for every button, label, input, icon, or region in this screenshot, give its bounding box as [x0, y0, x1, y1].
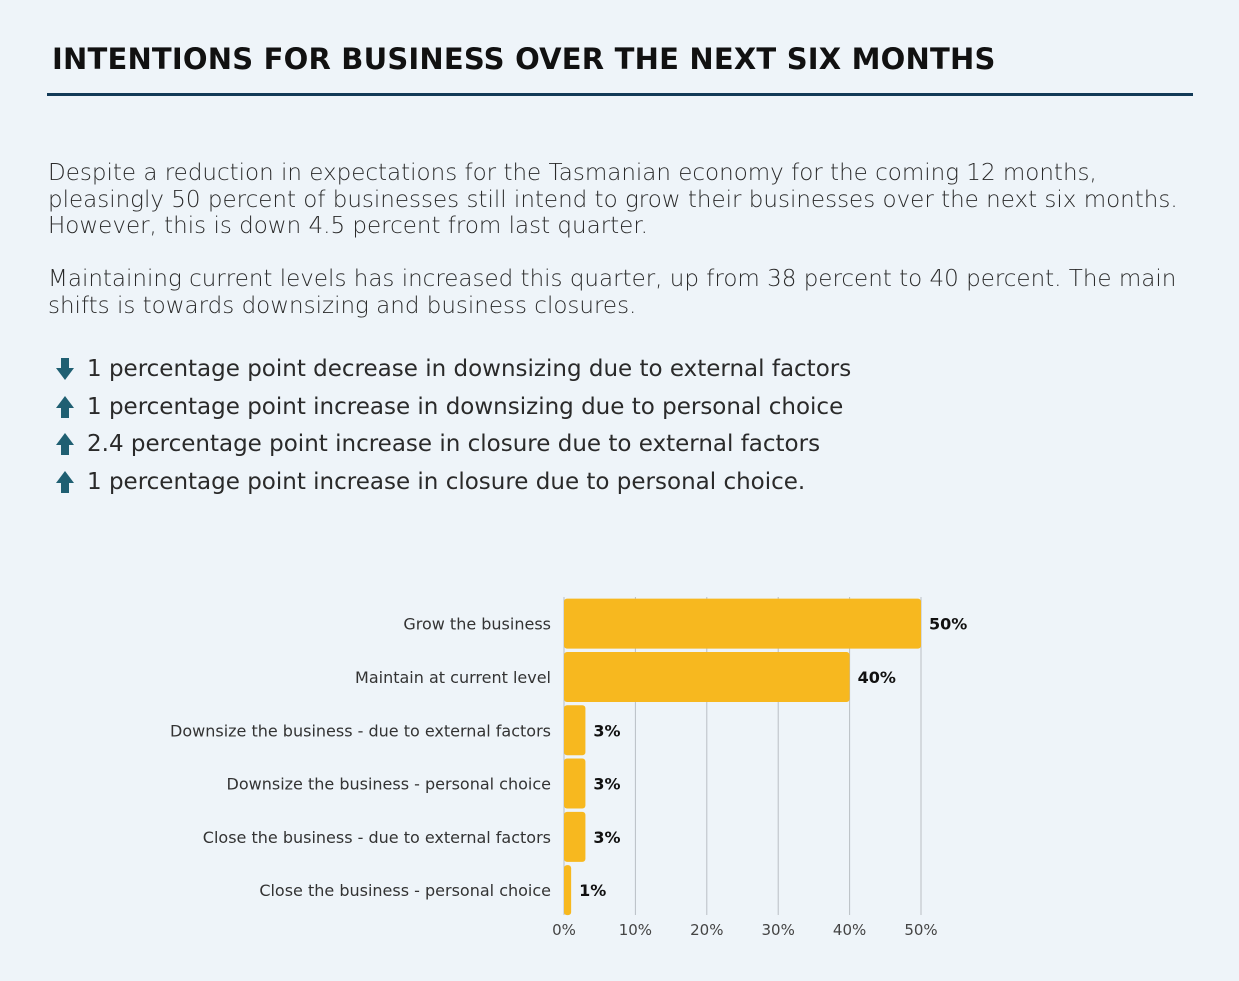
list-item: 1 percentage point increase in closure d… — [52, 463, 851, 501]
data-label: 1% — [579, 881, 606, 900]
x-tick-label: 20% — [690, 921, 723, 939]
x-tick-label: 10% — [619, 921, 652, 939]
data-label: 3% — [593, 721, 620, 740]
category-label: Close the business - personal choice — [259, 881, 551, 900]
data-label: 50% — [929, 615, 967, 634]
list-item-text: 1 percentage point increase in downsizin… — [87, 393, 844, 420]
list-item: 2.4 percentage point increase in closure… — [52, 425, 851, 463]
bar — [564, 598, 921, 649]
data-label: 3% — [593, 775, 620, 794]
x-tick-label: 30% — [762, 921, 795, 939]
arrow-up-icon — [52, 431, 78, 457]
page-title: INTENTIONS FOR BUSINESS OVER THE NEXT SI… — [52, 42, 996, 76]
list-item-text: 1 percentage point decrease in downsizin… — [87, 355, 852, 382]
category-label: Close the business - due to external fac… — [203, 828, 551, 847]
data-label: 40% — [858, 668, 896, 687]
list-item-text: 1 percentage point increase in closure d… — [87, 468, 806, 495]
category-label: Downsize the business - due to external … — [170, 721, 551, 740]
list-item: 1 percentage point decrease in downsizin… — [52, 350, 851, 388]
category-label: Maintain at current level — [355, 668, 551, 687]
change-list: 1 percentage point decrease in downsizin… — [52, 350, 851, 501]
arrow-up-icon — [52, 469, 78, 495]
arrow-up-icon — [52, 394, 78, 420]
maintain-paragraph: Maintaining current levels has increased… — [48, 266, 1177, 319]
arrow-down-icon — [52, 356, 78, 382]
bar — [564, 651, 850, 702]
bar — [564, 758, 586, 809]
bar — [564, 705, 586, 756]
title-divider — [47, 93, 1193, 96]
x-tick-label: 40% — [833, 921, 866, 939]
bar — [564, 811, 586, 862]
list-item-text: 2.4 percentage point increase in closure… — [87, 431, 821, 458]
business-intentions-bar-chart: 0% 10% 20% 30% 40% 50% Grow the business 50% Mai… — [170, 597, 967, 939]
category-label: Downsize the business - personal choice — [227, 775, 551, 794]
bar — [564, 865, 572, 916]
intro-paragraph: Despite a reduction in expectations for … — [48, 160, 1178, 239]
x-tick-label: 50% — [904, 921, 937, 939]
data-label: 3% — [593, 828, 620, 847]
list-item: 1 percentage point increase in downsizin… — [52, 388, 851, 426]
x-tick-label: 0% — [552, 921, 576, 939]
category-label: Grow the business — [403, 615, 551, 634]
